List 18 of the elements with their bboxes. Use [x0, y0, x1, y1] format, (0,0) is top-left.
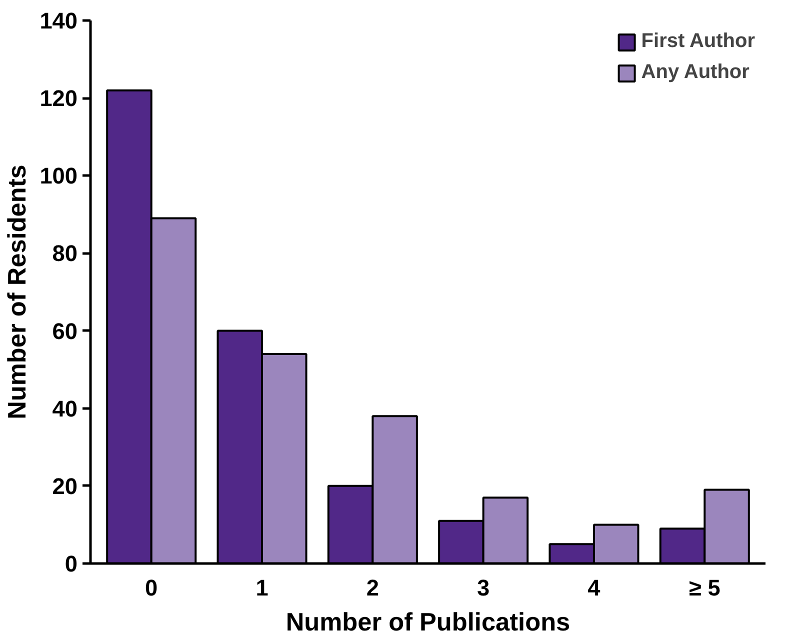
legend-label: Any Author	[641, 61, 750, 84]
y-tick-label: 0	[64, 550, 78, 576]
x-tick-label: ≥ 5	[688, 574, 720, 600]
y-tick-label: 60	[52, 318, 78, 344]
y-tick-label: 140	[40, 8, 78, 34]
y-tick-label: 120	[40, 85, 78, 112]
x-tick-label: 3	[477, 574, 490, 600]
y-axis-title: Number of Residents	[4, 164, 32, 420]
x-tick-label: 4	[588, 574, 601, 600]
x-tick-label: 0	[145, 574, 158, 600]
legend-label: First Author	[641, 30, 755, 53]
y-tick-label: 80	[52, 240, 78, 266]
x-axis-title: Number of Publications	[286, 608, 570, 636]
x-tick-label: 2	[366, 574, 379, 600]
x-tick-label: 1	[256, 574, 268, 600]
y-tick-label: 100	[40, 162, 78, 189]
y-tick-label: 20	[52, 472, 78, 499]
y-tick-label: 40	[52, 395, 78, 422]
